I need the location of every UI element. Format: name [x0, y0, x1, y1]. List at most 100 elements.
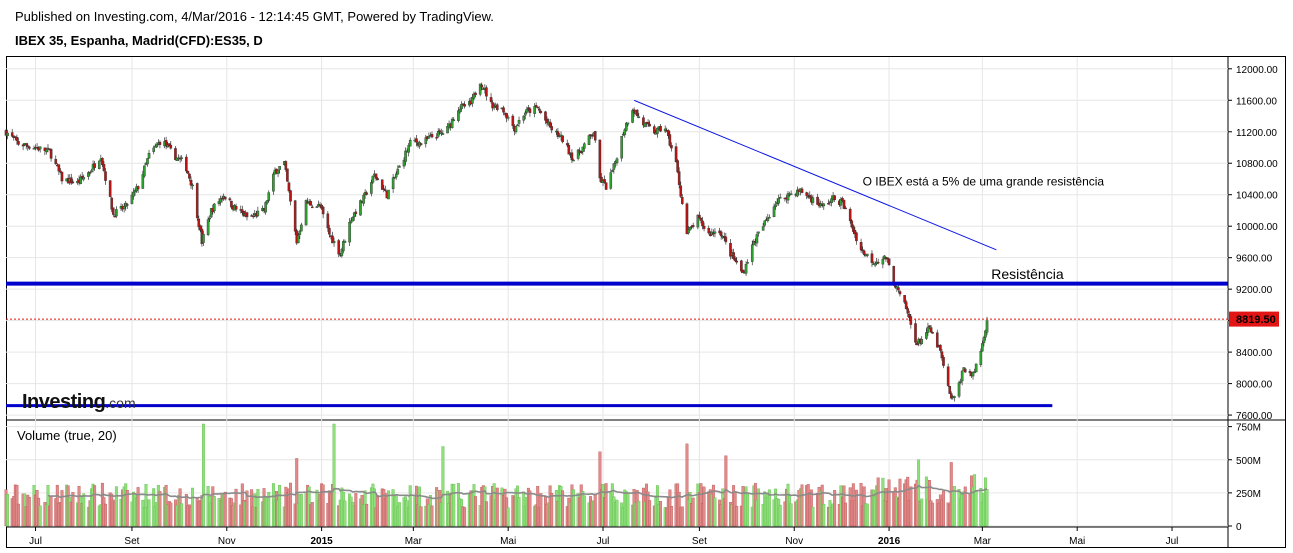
candle-body: [612, 163, 616, 170]
volume-bar: [517, 497, 521, 527]
candle-body: [463, 104, 466, 107]
candle-body: [750, 244, 754, 262]
volume-bar: [854, 489, 858, 527]
volume-bar: [474, 496, 477, 527]
candle-body: [556, 131, 560, 137]
y-tick-label: 8000.00: [1236, 380, 1273, 391]
volume-bar: [822, 503, 826, 527]
candle-body: [822, 203, 826, 207]
candle-body: [929, 327, 933, 333]
candle-body: [452, 119, 456, 122]
candle-body: [853, 229, 857, 235]
candle-body: [143, 165, 146, 177]
candle-body: [175, 157, 179, 161]
volume-bar: [963, 486, 967, 527]
candle-body: [202, 233, 205, 243]
candle-body: [536, 106, 540, 109]
candle-body: [904, 301, 908, 309]
candle-body: [800, 188, 804, 193]
investing-logo: Investing.com: [22, 391, 136, 414]
volume-bar: [321, 484, 325, 527]
candle-body: [102, 164, 106, 171]
candle-body: [495, 104, 499, 110]
candle-body: [898, 291, 902, 295]
candle-body: [811, 197, 815, 203]
volume-bar: [833, 490, 837, 527]
candle-body: [457, 110, 460, 121]
y-tick-label: 7600.00: [1236, 411, 1273, 422]
candle-body: [460, 104, 463, 110]
candle-body: [427, 136, 431, 139]
candle-body: [839, 199, 843, 206]
candle-body: [478, 83, 482, 95]
volume-bar: [550, 493, 554, 527]
candle-body: [46, 147, 50, 150]
candle-body: [132, 191, 135, 197]
candle-body: [587, 135, 591, 146]
candle-body: [971, 372, 975, 377]
candle-body: [278, 166, 281, 170]
candle-body: [310, 206, 314, 209]
candle-body: [315, 206, 319, 208]
annotation-resistance-note: O IBEX está a 5% de uma grande resistênc…: [863, 174, 1105, 188]
candle-body: [942, 357, 945, 366]
volume-bar: [365, 503, 369, 527]
candle-body: [676, 160, 679, 173]
volume-bars: [4, 423, 989, 527]
candle-body: [567, 145, 571, 155]
volume-bar: [539, 493, 543, 527]
candle-body: [774, 204, 777, 208]
volume-bar: [593, 493, 597, 527]
candle-body: [741, 269, 745, 273]
candle-body: [985, 320, 989, 333]
volume-bar: [463, 507, 467, 527]
candle-body: [589, 134, 592, 136]
x-tick-label: Set: [692, 536, 707, 547]
candle-body: [349, 220, 353, 223]
vol-tick-label: 0: [1236, 522, 1242, 533]
candle-body: [169, 144, 173, 149]
candle-body: [441, 133, 445, 135]
candle-body: [903, 295, 906, 303]
candle-body: [698, 214, 701, 219]
candle-body: [881, 258, 885, 265]
last-price-badge: 8819.50: [1236, 314, 1276, 326]
candle-body: [968, 371, 972, 373]
y-tick-label: 10800.00: [1236, 159, 1278, 170]
candle-body: [659, 125, 662, 132]
volume-bar: [82, 493, 86, 527]
volume-bar: [844, 502, 847, 527]
candle-body: [755, 234, 759, 244]
candle-body: [152, 147, 155, 152]
candle-body: [354, 211, 358, 214]
volume-bar: [859, 483, 863, 527]
candle-body: [680, 197, 684, 204]
candle-body: [545, 118, 549, 124]
candle-body: [876, 261, 880, 264]
candle-body: [631, 110, 634, 123]
candle-body: [359, 200, 362, 216]
candle-body: [979, 351, 983, 365]
candle-body: [191, 184, 194, 187]
candle-body: [230, 200, 233, 208]
candle-body: [351, 217, 354, 222]
volume-bar: [659, 501, 662, 527]
volume-bar: [561, 490, 565, 527]
candle-body: [370, 182, 373, 194]
volume-bar: [800, 484, 804, 527]
volume-bar: [637, 500, 641, 527]
candle-body: [206, 219, 210, 235]
candle-body: [517, 120, 521, 124]
volume-bar: [6, 494, 10, 527]
candle-body: [491, 102, 494, 109]
candle-body: [276, 170, 280, 175]
candle-body: [492, 106, 496, 109]
candle-body: [953, 396, 956, 398]
volume-bar: [702, 486, 706, 527]
candle-body: [735, 260, 739, 263]
y-tick-label: 11600.00: [1236, 96, 1277, 107]
y-tick-label: 9600.00: [1236, 254, 1273, 265]
x-tick-label: Mar: [974, 536, 992, 547]
candle-body: [939, 344, 942, 351]
